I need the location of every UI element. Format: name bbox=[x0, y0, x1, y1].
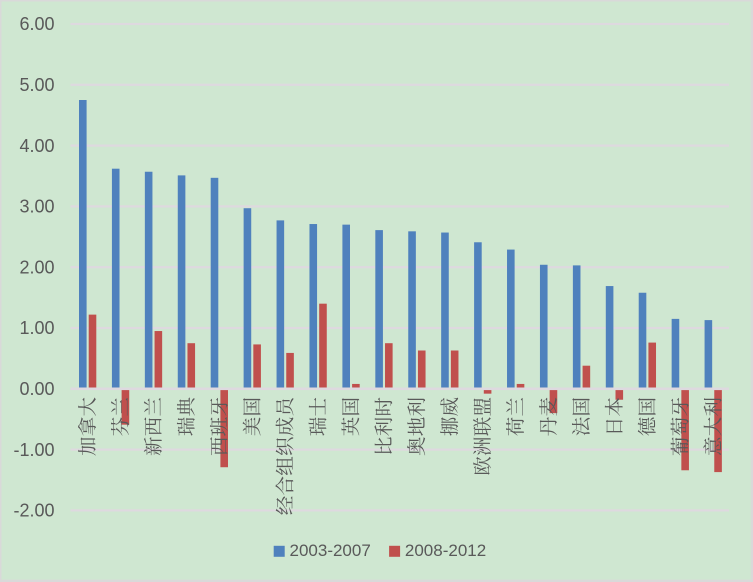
svg-text:0.00: 0.00 bbox=[19, 379, 54, 399]
svg-text:1.00: 1.00 bbox=[19, 318, 54, 338]
svg-text:3.00: 3.00 bbox=[19, 197, 54, 217]
svg-text:2.00: 2.00 bbox=[19, 257, 54, 277]
svg-text:4.00: 4.00 bbox=[19, 136, 54, 156]
svg-text:2003-2007: 2003-2007 bbox=[290, 541, 371, 560]
svg-text:-2.00: -2.00 bbox=[13, 501, 54, 521]
svg-text:5.00: 5.00 bbox=[19, 75, 54, 95]
svg-text:2008-2012: 2008-2012 bbox=[405, 541, 486, 560]
svg-text:6.00: 6.00 bbox=[19, 14, 54, 34]
svg-text:-1.00: -1.00 bbox=[13, 440, 54, 460]
